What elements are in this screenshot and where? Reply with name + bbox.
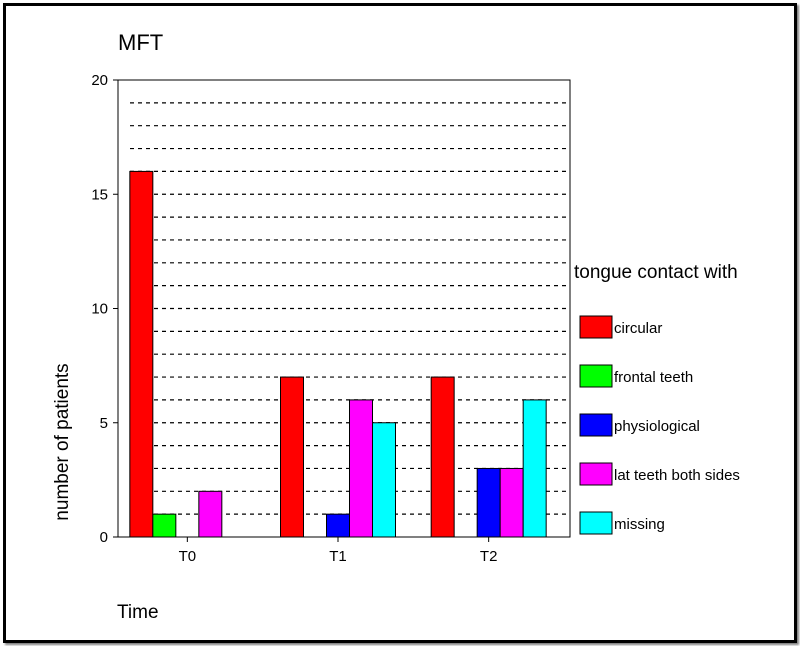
legend-label: frontal teeth xyxy=(614,369,693,386)
bars xyxy=(129,170,547,538)
y-tick-label: 0 xyxy=(100,529,108,546)
y-tick-label: 5 xyxy=(100,415,108,432)
bar-physiological-T2 xyxy=(476,467,501,538)
y-axis: 0 5 10 15 20 xyxy=(91,72,118,546)
x-tick-label: T0 xyxy=(179,548,197,565)
bar-lat-teeth-both-sides-T0 xyxy=(198,490,223,538)
y-tick-label: 20 xyxy=(91,72,108,89)
bar-missing-T2 xyxy=(522,399,547,538)
bar-lat-teeth-both-sides-T2 xyxy=(499,467,524,538)
y-tick-label: 10 xyxy=(91,301,108,318)
x-tick-label: T1 xyxy=(329,548,347,565)
legend-swatch xyxy=(579,364,613,388)
bar-circular-T1 xyxy=(280,376,304,538)
x-axis: T0 T1 T2 xyxy=(179,537,498,565)
y-axis-label: number of patients xyxy=(52,363,73,520)
y-tick-label: 15 xyxy=(91,186,108,203)
legend-label: physiological xyxy=(614,418,700,435)
chart-title: MFT xyxy=(118,30,163,55)
x-tick-label: T2 xyxy=(480,548,498,565)
bar-missing-T1 xyxy=(372,422,396,538)
legend-title: tongue contact with xyxy=(574,262,738,283)
legend-label: missing xyxy=(614,516,665,533)
bar-frontal-teeth-T0 xyxy=(152,513,177,538)
legend-swatch xyxy=(579,315,613,339)
bar-circular-T0 xyxy=(129,170,154,538)
legend-label: circular xyxy=(614,320,662,337)
x-axis-label: Time xyxy=(117,602,159,623)
legend-label: lat teeth both sides xyxy=(614,467,740,484)
bar-lat-teeth-both-sides-T1 xyxy=(349,399,373,538)
legend: circular frontal teeth physiological lat te… xyxy=(579,315,740,535)
bar-circular-T2 xyxy=(430,376,455,538)
bar-physiological-T1 xyxy=(326,513,350,538)
legend-swatch xyxy=(579,511,613,535)
legend-swatch xyxy=(579,413,613,437)
legend-swatch xyxy=(579,462,613,486)
